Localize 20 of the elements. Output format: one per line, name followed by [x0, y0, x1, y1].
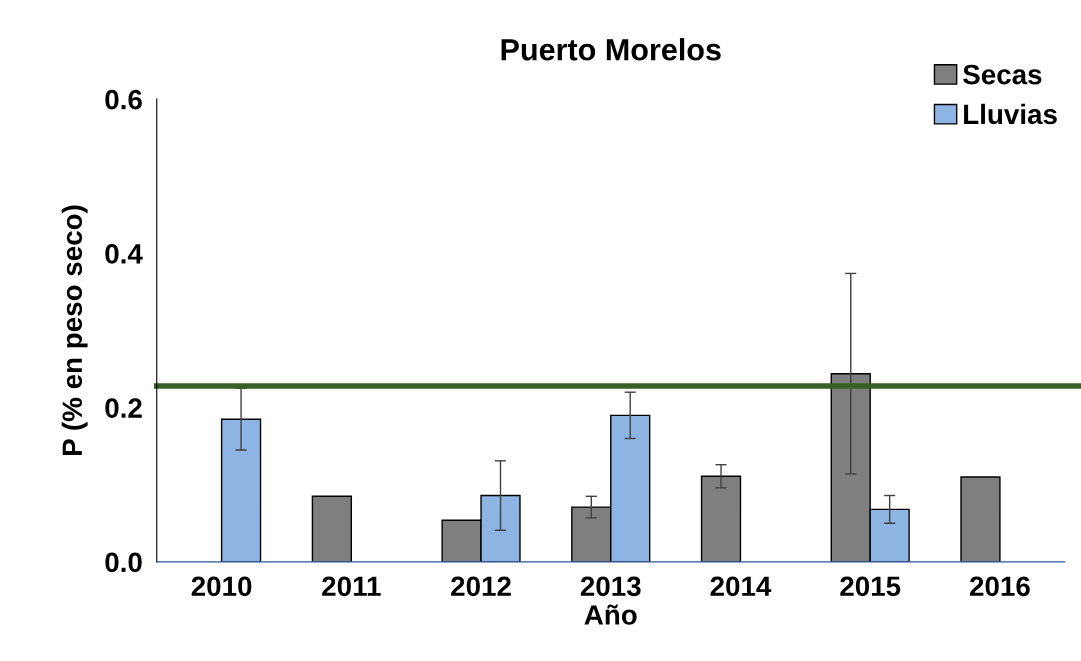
x-axis-title: Año — [584, 604, 637, 625]
legend-label: Lluvias — [964, 103, 1057, 125]
x-tick-label: 2010 — [191, 576, 252, 597]
chart-title: Puerto Morelos — [501, 38, 721, 61]
bar — [960, 476, 1001, 562]
bar — [700, 475, 742, 562]
bar — [220, 418, 262, 562]
bar — [311, 495, 353, 562]
y-tick-label: 0.6 — [105, 89, 142, 110]
y-tick-label: 0.2 — [105, 398, 142, 418]
x-tick-label: 2013 — [580, 576, 641, 597]
y-axis-title: P (% en peso seco) — [61, 205, 88, 455]
y-tick-label: 0.0 — [105, 552, 142, 573]
x-tick-label: 2011 — [322, 576, 381, 597]
x-tick-label: 2015 — [840, 576, 901, 597]
y-tick-label: 0.4 — [105, 244, 143, 264]
x-tick-label: 2016 — [969, 576, 1030, 597]
x-tick-label: 2012 — [451, 576, 511, 597]
legend-label: Secas — [963, 64, 1042, 85]
x-tick-label: 2014 — [710, 576, 772, 597]
